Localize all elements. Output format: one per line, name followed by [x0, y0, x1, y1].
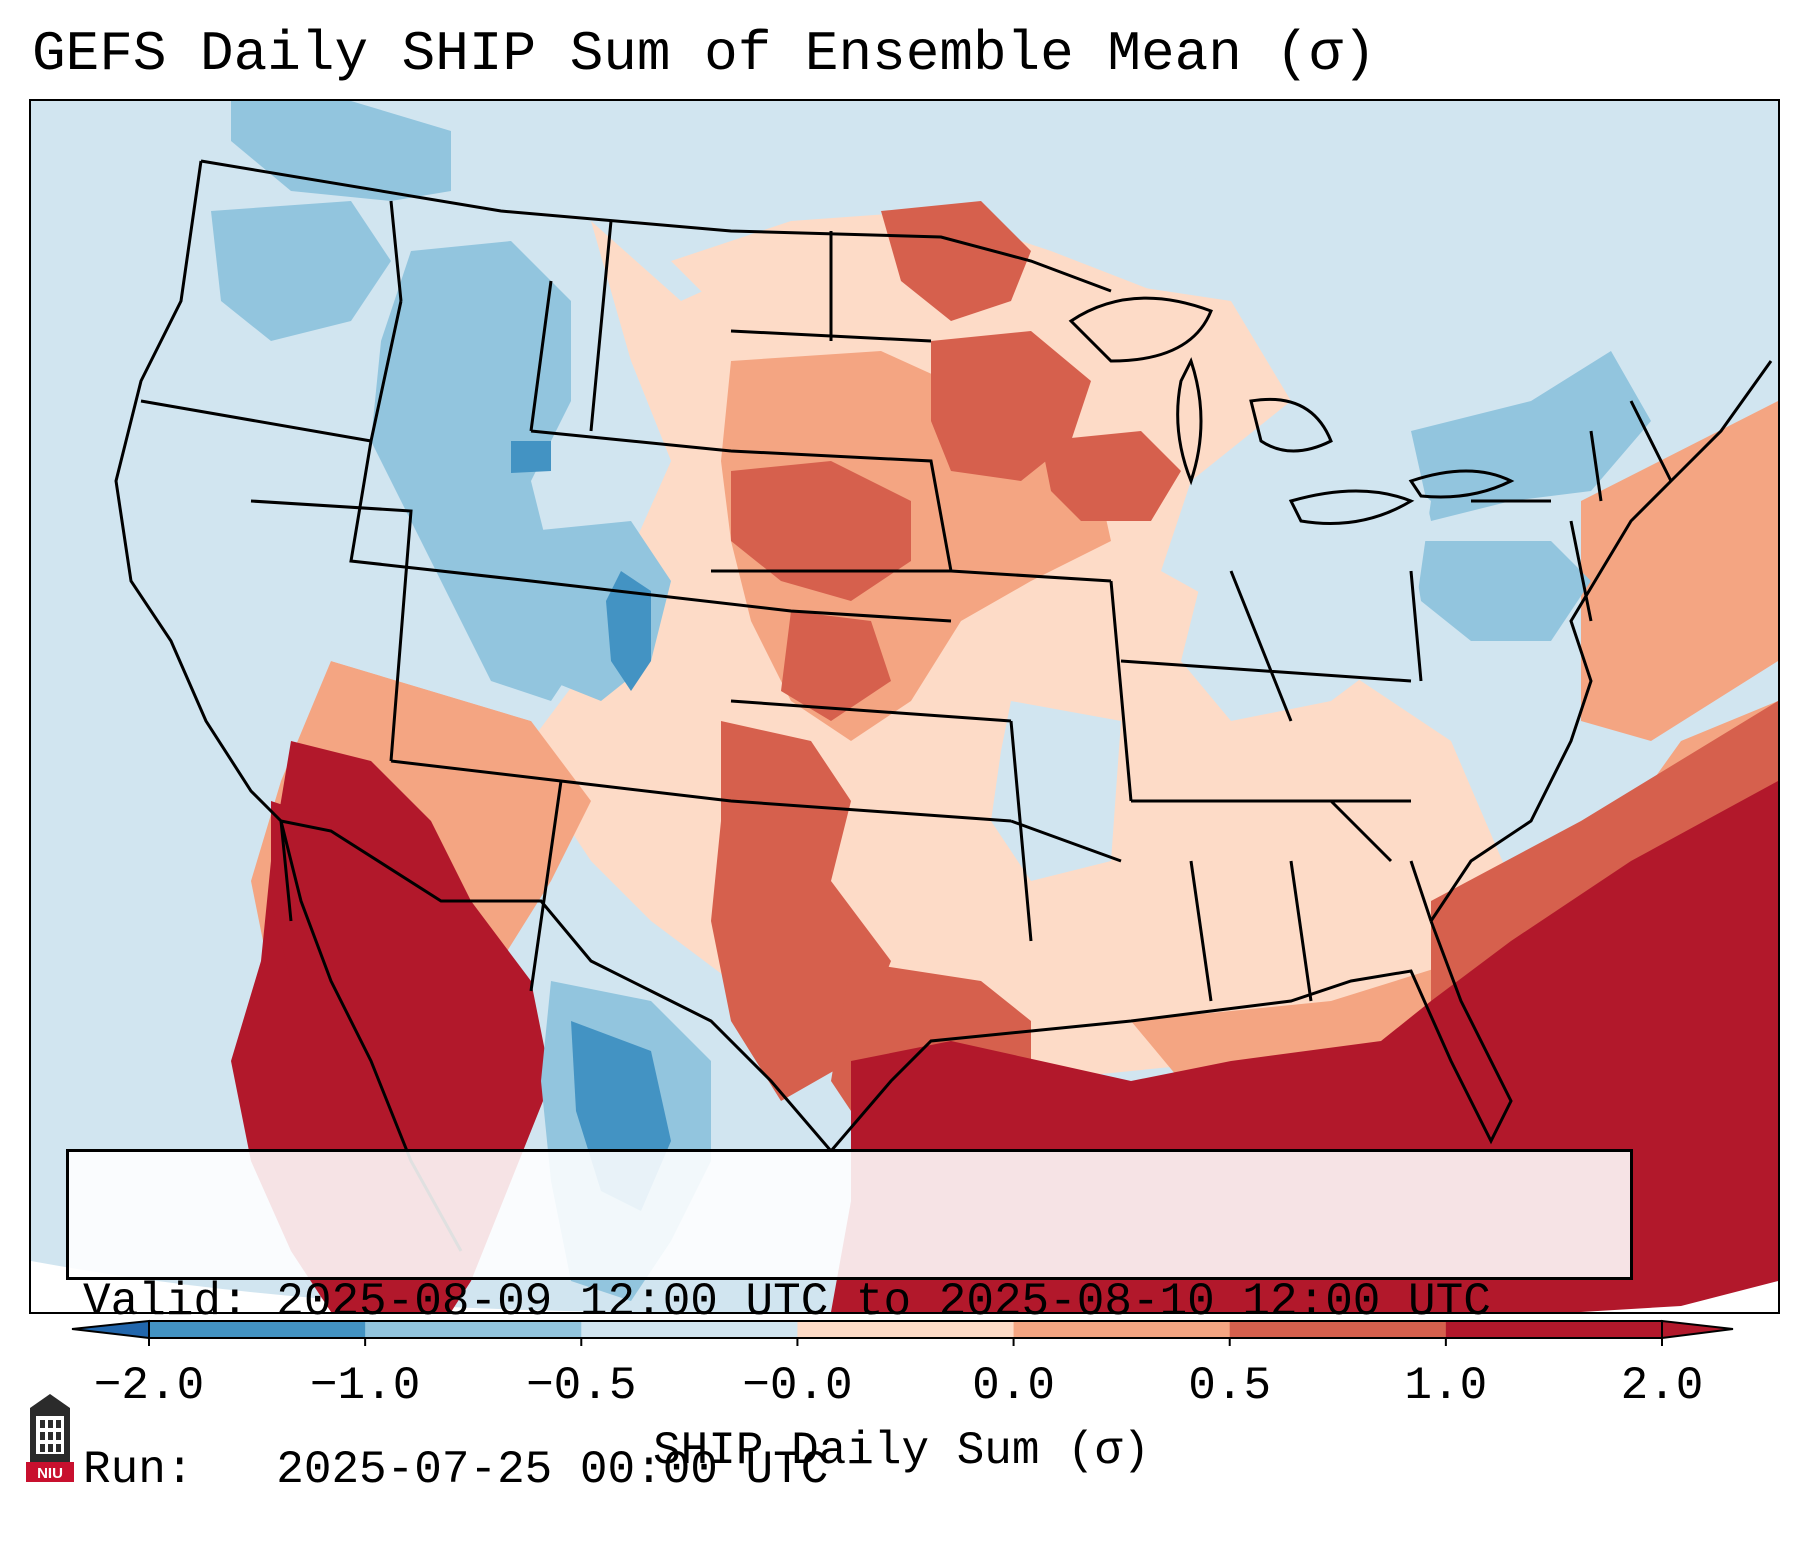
map-panel: [29, 99, 1780, 1314]
niu-logo: NIU: [26, 1394, 74, 1482]
domain-edge-left: [31, 1261, 731, 1312]
colorbar-segment: [581, 1321, 798, 1338]
valid-time-text: Valid: 2025-08-09 12:00 UTC to 2025-08-1…: [83, 1276, 1491, 1328]
field-orange-northeast: [1581, 401, 1778, 741]
great-lakes: [1068, 296, 1515, 525]
colorbar: [71, 1319, 1734, 1346]
colorbar-segment: [149, 1321, 366, 1338]
state-lines: [140, 200, 1673, 1002]
colorbar-tick-label: −0.0: [742, 1360, 853, 1412]
atlantic-coast: [1429, 360, 1773, 922]
field-blue-northeast: [1411, 351, 1651, 521]
colorbar-segment: [1229, 1321, 1447, 1338]
run-time-text: Run: 2025-07-25 00:00 UTC: [83, 1444, 829, 1496]
valid-run-info-box: Valid: 2025-08-09 12:00 UTC to 2025-08-1…: [66, 1149, 1633, 1496]
colorbar-segments: [148, 1320, 1663, 1339]
field-lightblue-canada: [1131, 101, 1778, 401]
colorbar-ticks: [148, 1338, 1663, 1346]
field-red-northdakota: [881, 201, 1031, 321]
west-coast: [114, 160, 293, 922]
colorbar-tick-label: 0.5: [1188, 1360, 1272, 1412]
colorbar-tick-label: −1.0: [309, 1360, 421, 1412]
field-darkblue-utah: [606, 571, 651, 691]
colorbar-segment: [365, 1321, 582, 1338]
field-red-nebraska: [731, 461, 911, 601]
colorbar-under-arrow: [71, 1319, 150, 1340]
field-blue-midatlantic: [1411, 541, 1591, 641]
field-blue-washington: [211, 201, 391, 341]
colorbar-tick-label: 0.0: [972, 1360, 1055, 1412]
colorbar-label: SHIP Daily Sum (σ): [653, 1425, 1150, 1477]
colorbar-tick-label: −0.5: [526, 1360, 637, 1412]
domain-edge-right: [1581, 1281, 1778, 1312]
colorbar-tick-label: 2.0: [1620, 1360, 1704, 1412]
logo-text: NIU: [37, 1465, 63, 1482]
colorbar-segment: [1013, 1321, 1231, 1338]
us-mexico-border: [280, 819, 833, 1152]
field-darkblue-idaho: [511, 441, 551, 473]
field-red-kansas: [781, 611, 891, 721]
chart-title: GEFS Daily SHIP Sum of Ensemble Mean (σ): [32, 22, 1377, 86]
field-lightblue-pacific: [31, 101, 251, 1261]
colorbar-segment: [797, 1321, 1015, 1338]
colorbar-tick-label: 1.0: [1404, 1360, 1488, 1412]
field-lightblue-arkansas: [991, 701, 1121, 881]
map-svg: [31, 101, 1778, 1312]
colorbar-over-arrow: [1661, 1319, 1734, 1340]
colorbar-segment: [1445, 1321, 1663, 1338]
field-darkred-sonora: [271, 801, 361, 1001]
boundaries: [114, 159, 1773, 1252]
gulf-coast: [829, 920, 1513, 1152]
colorbar-tick-label: −2.0: [93, 1360, 205, 1412]
field-red-wisconsin: [1041, 431, 1181, 521]
us-canada-border: [200, 159, 1112, 293]
field-lightblue-east: [1181, 431, 1431, 721]
field-red-minnesota: [931, 331, 1091, 481]
